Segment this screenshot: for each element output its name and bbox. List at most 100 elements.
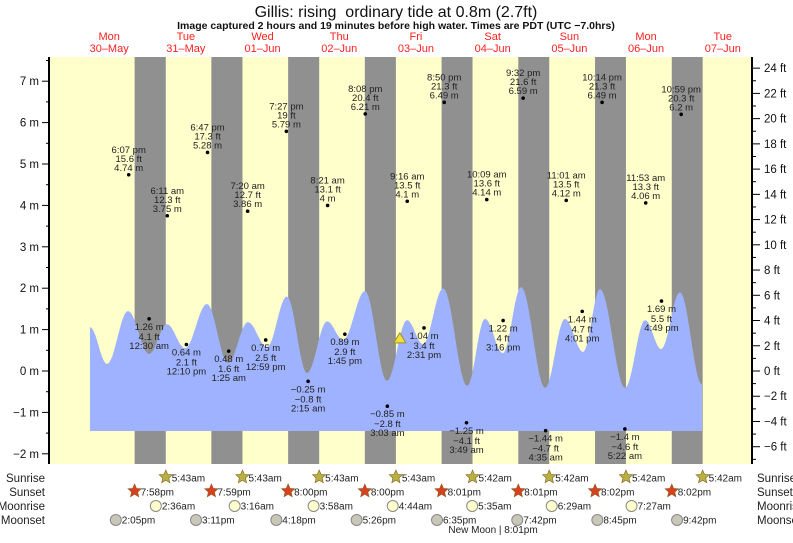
tide-point: [464, 420, 469, 425]
date-label: 04–Jun: [475, 43, 511, 55]
moonrise-row-label-left: Moonrise: [0, 501, 45, 513]
tide-point: [679, 112, 683, 117]
sunset-event: 8:00pm: [280, 483, 327, 499]
sunrise-time: 5:43am: [402, 474, 435, 485]
star-icon: [587, 483, 603, 498]
star-icon: [664, 483, 680, 498]
tide-water-area: [89, 287, 703, 432]
tide-time-label: 6:07 pm: [112, 145, 146, 156]
tide-time-label: 7:20 am: [230, 181, 264, 192]
star-icon: [388, 469, 404, 484]
tide-time-label: 11:01 am: [547, 170, 586, 181]
tide-ft-label: 3.4 ft: [413, 341, 434, 352]
star-icon: [434, 483, 449, 498]
tide-ft-label: 13.1 ft: [314, 184, 341, 195]
star-icon: [510, 483, 526, 498]
tide-m-label: 3.75 m: [153, 204, 182, 215]
tide-m-label: 3.86 m: [233, 199, 262, 210]
moonrise-time: 3:58am: [320, 502, 353, 513]
tide-ft-label: −0.8 ft: [295, 394, 322, 405]
moonrise-time: 4:44am: [399, 502, 432, 513]
tide-m-label: 0.89 m: [330, 337, 359, 348]
moonrise-time: 3:16am: [241, 502, 274, 513]
moon-rise-icon: [545, 500, 558, 512]
day-of-week-label: Tue: [714, 31, 733, 43]
tide-time-label: 9:16 am: [390, 171, 424, 182]
tide-point: [263, 338, 268, 342]
sunrise-time: 5:43am: [248, 474, 281, 485]
tide-ft-label: −4.7 ft: [532, 444, 559, 455]
tide-ft-label: −2.8 ft: [374, 419, 401, 430]
moon-set-icon: [270, 514, 283, 526]
tide-m-label: 0.75 m: [251, 343, 280, 354]
tide-m-label: 1.04 m: [409, 331, 438, 342]
tide-m-label: 4.74 m: [114, 163, 143, 174]
tide-time-label: 11:53 am: [626, 173, 665, 184]
sunrise-event: 5:43am: [235, 469, 282, 485]
moonrise-row-label-right: Moonrise: [757, 501, 793, 513]
tide-point: [501, 318, 505, 323]
left-tick-label: 0 m: [20, 366, 39, 378]
moonrise-time: 2:36am: [162, 502, 195, 513]
moon-set-icon: [350, 514, 363, 526]
moonset-time: 2:05pm: [122, 516, 155, 527]
moonset-event: 3:11pm: [190, 514, 235, 527]
low-tide-marker: 0.48 m1.6 ft1:25 am: [212, 349, 246, 384]
day-of-week-label: Wed: [251, 31, 273, 43]
right-tick-label: −6 ft: [764, 442, 788, 454]
star-icon: [695, 469, 711, 484]
moon-set-icon: [190, 514, 203, 526]
left-tick-label: 1 m: [20, 325, 39, 337]
tide-m-label: 0.64 m: [172, 348, 201, 359]
sunrise-time: 5:42am: [479, 474, 512, 485]
moon-set-icon: [671, 514, 684, 526]
low-tide-marker: −1.25 m−4.1 ft3:49 am: [449, 420, 484, 456]
tide-point: [126, 172, 131, 177]
date-label: 05–Jun: [551, 43, 587, 55]
tide-point: [363, 112, 368, 116]
star-icon: [618, 469, 634, 484]
tide-ft-label: 1.6 ft: [218, 364, 239, 375]
moonset-time: 7:42pm: [523, 516, 556, 527]
tide-ft-label: 2.1 ft: [176, 358, 197, 369]
tide-point: [343, 332, 347, 336]
tide-m-label: 0.48 m: [214, 354, 243, 365]
tide-time-label: 2:31 pm: [407, 350, 441, 361]
tide-m-label: 5.28 m: [193, 140, 222, 151]
tide-ft-label: 13.6 ft: [474, 179, 501, 190]
moonset-event: 2:05pm: [109, 514, 155, 527]
sunset-row-label-left: Sunset: [9, 487, 46, 499]
right-tick-label: 2 ft: [764, 341, 781, 353]
day-of-week-label: Thu: [330, 31, 349, 43]
date-label: 31–May: [166, 43, 206, 55]
right-tick-label: 4 ft: [764, 316, 781, 328]
tide-ft-label: 12.7 ft: [234, 190, 261, 201]
moonrise-time: 7:27am: [638, 502, 671, 513]
sunrise-event: 5:43am: [158, 469, 205, 485]
right-tick-label: 22 ft: [764, 88, 787, 100]
tide-m-label: 4.12 m: [552, 188, 581, 199]
tide-time-label: 4:35 am: [529, 453, 563, 464]
day-of-week-label: Fri: [410, 31, 423, 43]
sunset-event: 8:00pm: [357, 483, 404, 499]
tide-m-label: 4 m: [320, 193, 336, 204]
moonrise-event: 3:58am: [307, 500, 353, 513]
moonset-event: 6:35pm: [431, 514, 476, 527]
chart-title: Gillis: rising ordinary tide at 0.8m (2.…: [255, 4, 538, 21]
tide-time-label: 5:22 am: [608, 451, 642, 462]
tide-ft-label: 4.1 ft: [139, 332, 160, 343]
day-of-week-label: Sun: [560, 31, 580, 43]
sunset-event: 8:01pm: [434, 483, 481, 499]
tide-curve: [89, 287, 703, 432]
tide-point: [543, 428, 548, 433]
tide-ft-label: 12.3 ft: [154, 195, 181, 206]
low-tide-marker: 1.04 m3.4 ft2:31 pm: [407, 326, 441, 361]
right-tick-label: 12 ft: [764, 215, 787, 227]
tide-m-label: 6.49 m: [588, 90, 617, 101]
